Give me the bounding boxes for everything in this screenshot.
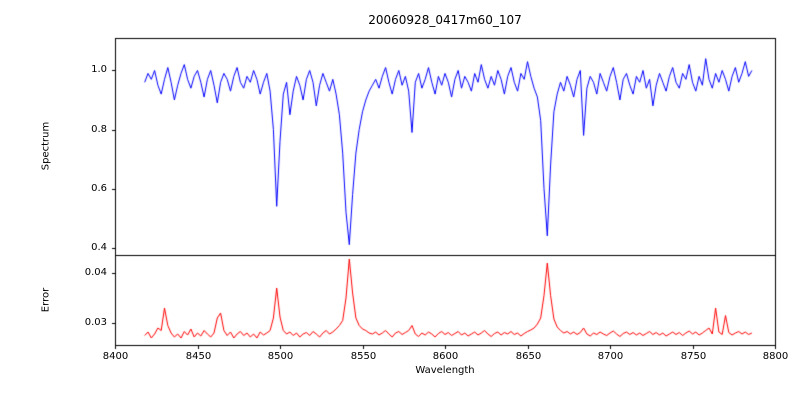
x-tick-label: 8650 xyxy=(515,351,542,362)
x-tick-label: 8450 xyxy=(185,351,212,362)
spectrum-y-tick-label: 0.6 xyxy=(91,182,107,194)
x-tick-label: 8400 xyxy=(102,351,129,362)
error-y-tick-label: 0.04 xyxy=(84,266,107,278)
x-axis-label: Wavelength xyxy=(415,365,475,376)
spectrum-y-tick-label: 0.8 xyxy=(91,123,107,135)
x-tick-label: 8500 xyxy=(267,351,294,362)
error-y-axis-label: Error xyxy=(40,287,52,313)
chart-title: 20060928_0417m60_107 xyxy=(368,13,522,27)
x-tick-label: 8550 xyxy=(350,351,377,362)
x-tick-label: 8800 xyxy=(762,351,789,362)
x-tick-label: 8600 xyxy=(432,351,459,362)
x-tick-label: 8700 xyxy=(597,351,624,362)
x-tick-label: 8750 xyxy=(680,351,707,362)
spectrum-y-tick-label: 0.4 xyxy=(91,241,107,253)
spectrum-y-tick-label: 1.0 xyxy=(91,63,107,75)
error-y-tick-label: 0.03 xyxy=(84,316,107,328)
